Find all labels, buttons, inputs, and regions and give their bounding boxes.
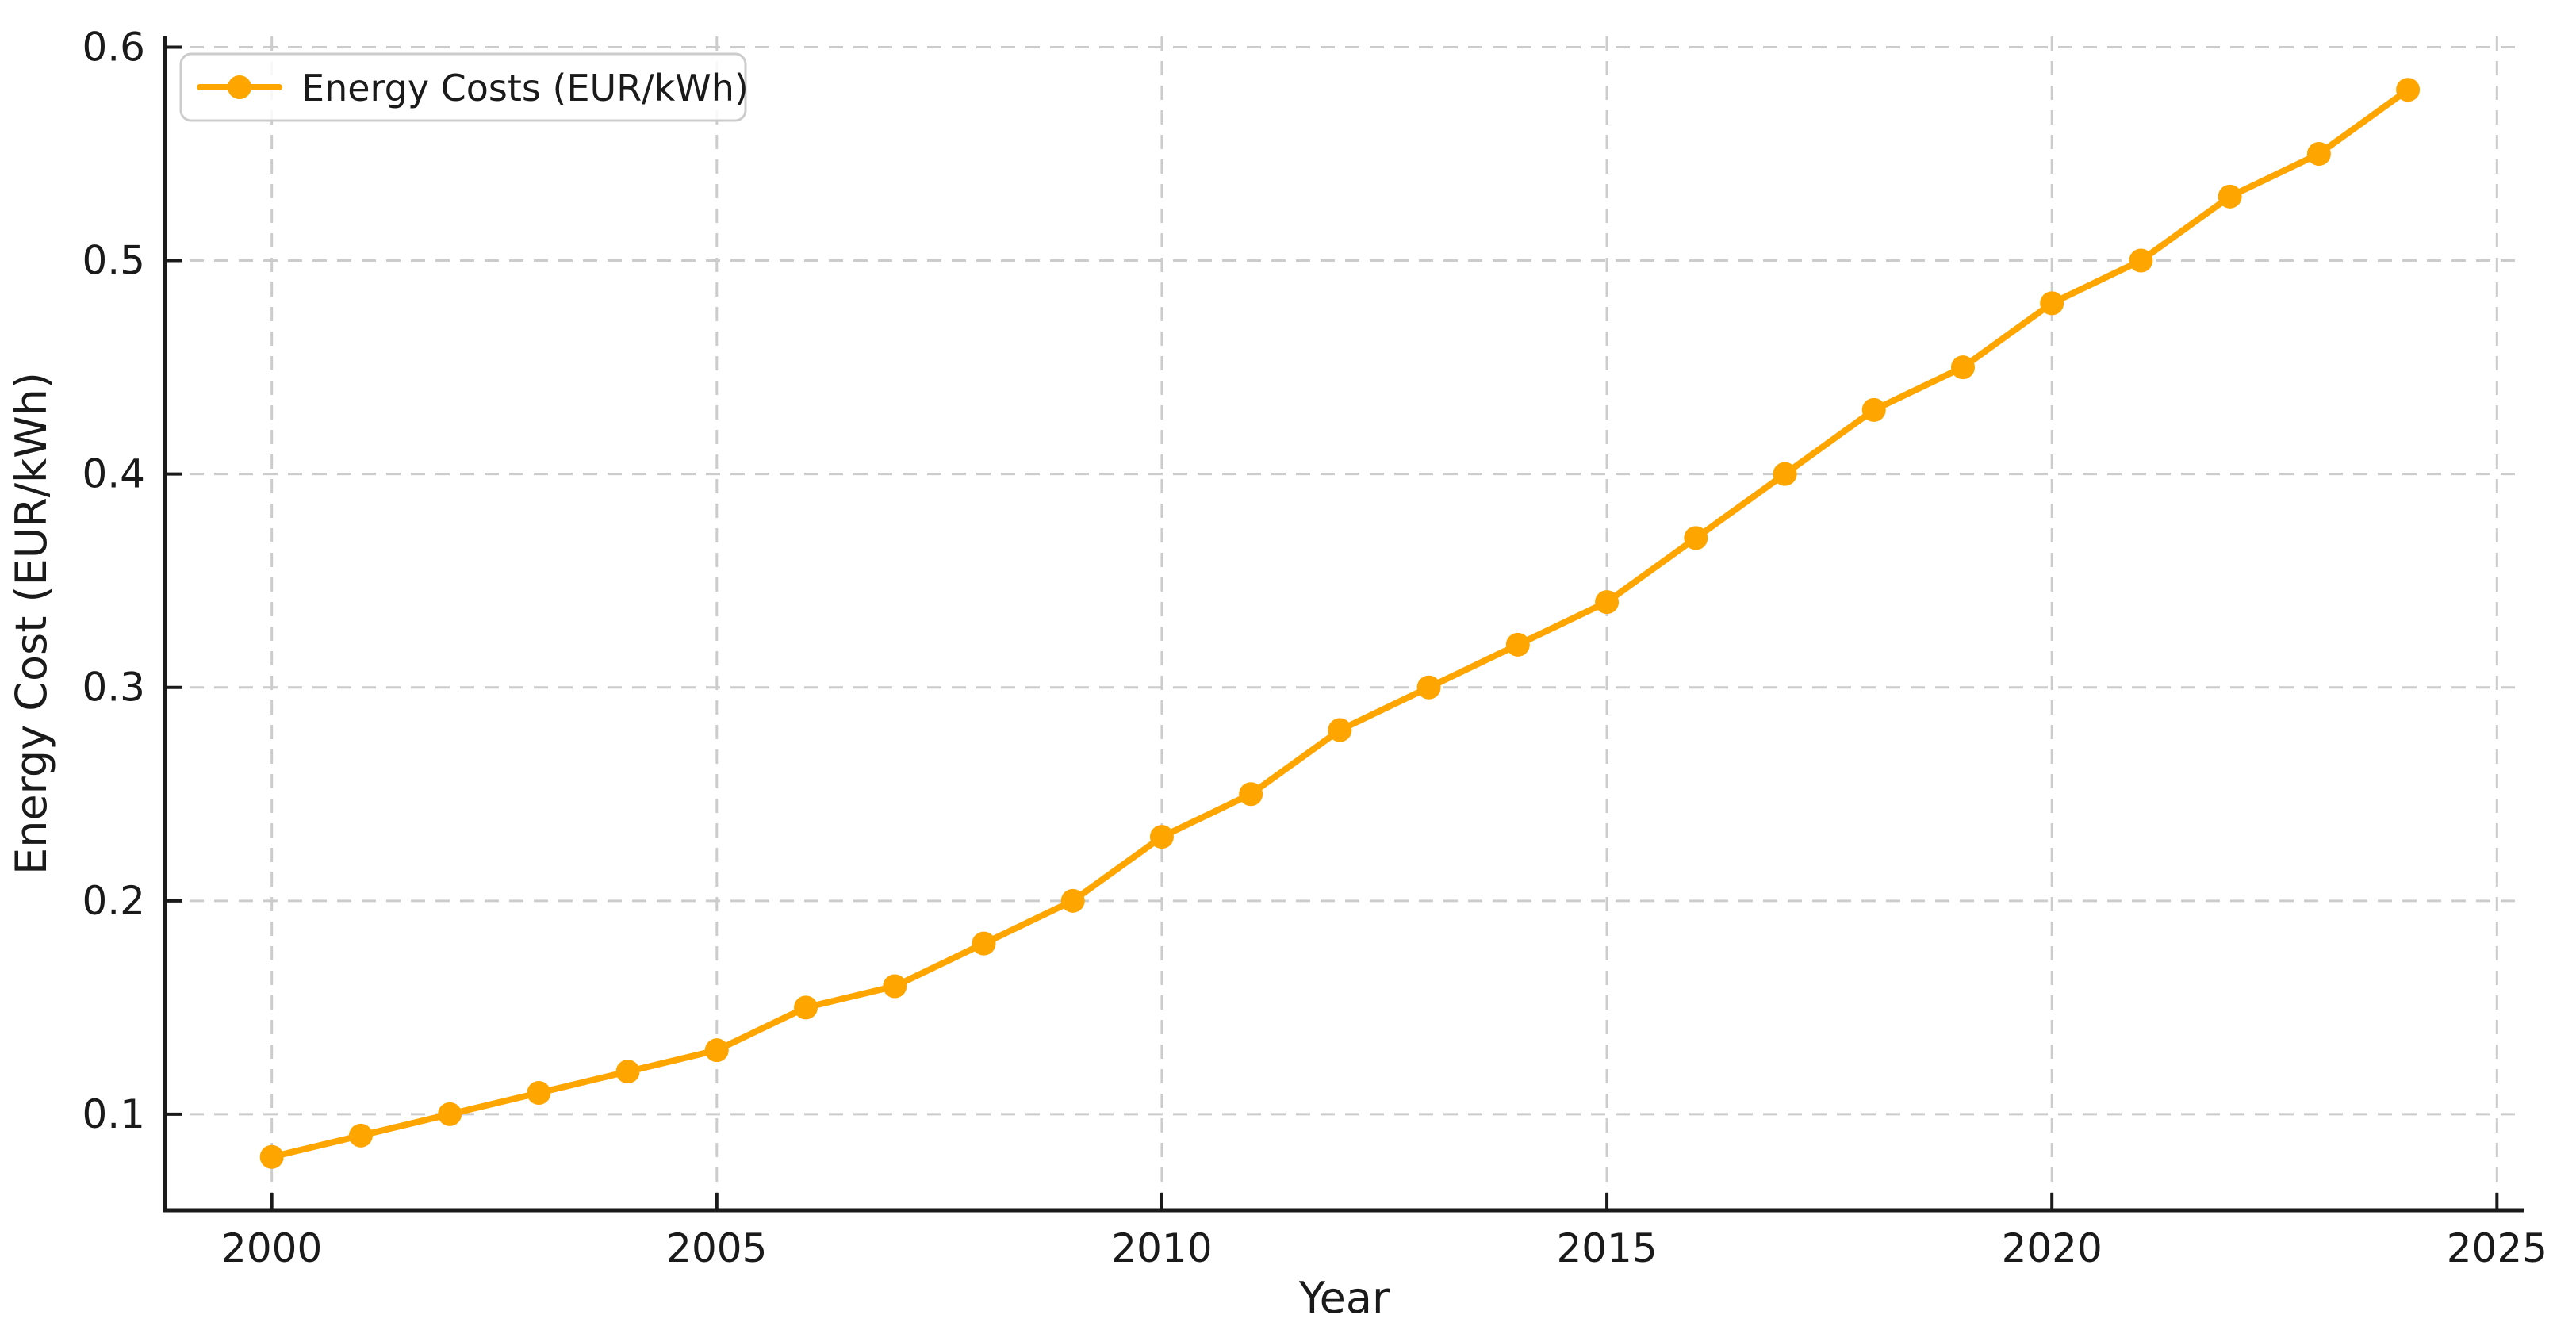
data-point-marker <box>2129 248 2153 273</box>
y-tick-label: 0.6 <box>82 24 145 70</box>
data-point-marker <box>615 1060 640 1084</box>
x-tick-label: 2020 <box>2002 1225 2103 1271</box>
data-point-marker <box>1684 526 1708 550</box>
axis-ticks: 2000 2005 2010 2015 2020 2025 0.1 0.2 0.3 0.4 0.5 0… <box>82 24 2547 1271</box>
data-point-marker <box>348 1123 373 1148</box>
data-point-marker <box>259 1144 284 1169</box>
x-axis-title: Year <box>1298 1273 1390 1323</box>
data-point-marker <box>2040 291 2064 316</box>
data-point-marker <box>883 974 907 999</box>
data-points <box>259 78 2421 1169</box>
data-point-marker <box>704 1038 729 1063</box>
data-point-marker <box>1595 590 1620 615</box>
x-tick-label: 2015 <box>1556 1225 1657 1271</box>
data-point-marker <box>2218 184 2242 209</box>
x-tick-label: 2010 <box>1111 1225 1212 1271</box>
x-tick-label: 2025 <box>2447 1225 2547 1271</box>
legend-label: Energy Costs (EUR/kWh) <box>301 67 749 109</box>
data-point-marker <box>438 1102 462 1126</box>
legend-box <box>179 52 747 122</box>
data-point-marker <box>1060 888 1085 913</box>
data-point-marker <box>527 1081 551 1105</box>
y-axis-title: Energy Cost (EUR/kWh) <box>6 372 56 875</box>
data-point-marker <box>1149 825 1174 849</box>
data-point-marker <box>1861 397 1886 422</box>
data-point-marker <box>2396 78 2421 102</box>
data-point-marker <box>1239 782 1263 807</box>
data-point-marker <box>1950 355 1975 380</box>
data-point-marker <box>1416 675 1441 700</box>
data-point-marker <box>794 995 818 1020</box>
data-point-marker <box>1773 462 1797 486</box>
legend-sample-marker <box>228 75 251 99</box>
y-tick-label: 0.1 <box>82 1091 145 1137</box>
y-tick-label: 0.5 <box>82 238 145 284</box>
data-point-marker <box>1328 718 1352 742</box>
x-tick-label: 2005 <box>666 1225 767 1271</box>
legend: Energy Costs (EUR/kWh) <box>179 52 749 122</box>
x-tick-label: 2000 <box>221 1225 322 1271</box>
y-tick-label: 0.3 <box>82 665 145 711</box>
y-tick-label: 0.4 <box>82 451 145 497</box>
data-point-marker <box>1505 632 1530 657</box>
data-point-marker <box>972 931 996 956</box>
data-point-marker <box>2306 142 2331 166</box>
y-tick-label: 0.2 <box>82 878 145 924</box>
